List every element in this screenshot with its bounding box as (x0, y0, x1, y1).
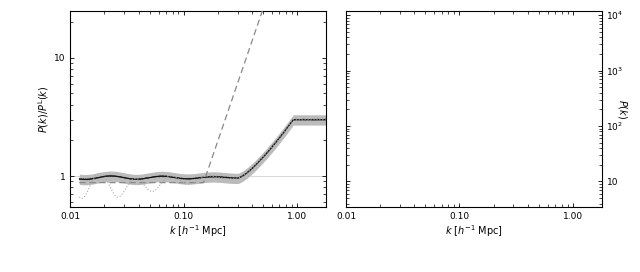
Y-axis label: $P(k)$: $P(k)$ (616, 99, 629, 119)
X-axis label: $k$ $[h^{-1}$ Mpc$]$: $k$ $[h^{-1}$ Mpc$]$ (445, 223, 503, 239)
Y-axis label: $P(k)/P^{\rm L}(k)$: $P(k)/P^{\rm L}(k)$ (36, 85, 51, 132)
X-axis label: $k$ $[h^{-1}$ Mpc$]$: $k$ $[h^{-1}$ Mpc$]$ (169, 223, 227, 239)
